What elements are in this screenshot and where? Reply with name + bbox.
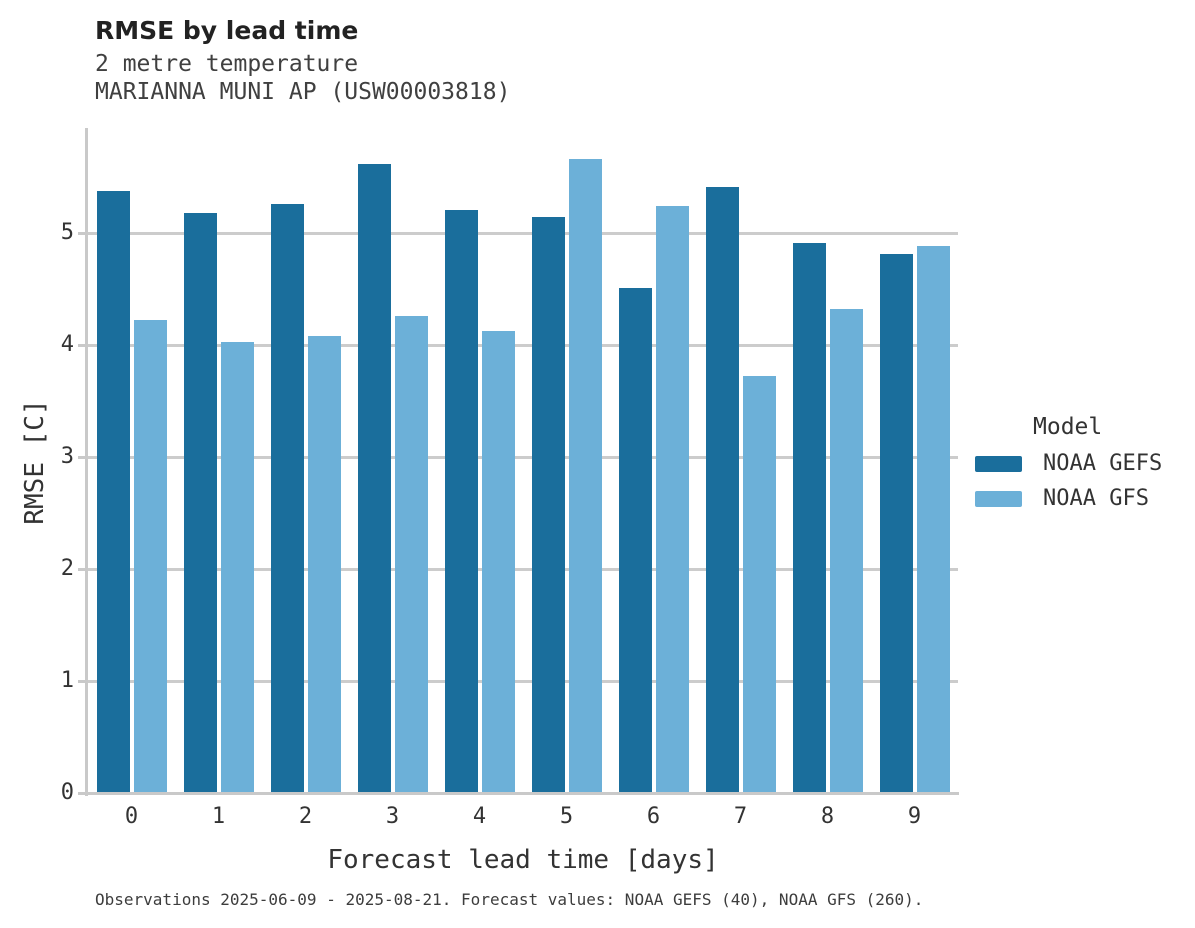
y-tick-label: 3 — [60, 444, 74, 470]
bar-noaa-gfs-lead-5 — [568, 159, 602, 792]
legend: Model NOAA GEFS NOAA GFS — [975, 414, 1185, 522]
y-axis-tick — [78, 232, 86, 236]
y-axis-tick — [78, 680, 86, 684]
x-tick-label: 4 — [472, 804, 487, 829]
legend-entry-noaa-gefs: NOAA GEFS — [975, 452, 1185, 476]
bar-noaa-gfs-lead-2 — [307, 336, 341, 792]
y-tick-label: 2 — [60, 556, 74, 582]
bar-noaa-gfs-lead-7 — [742, 376, 776, 792]
bar-noaa-gfs-lead-1 — [220, 342, 254, 792]
y-tick-label: 1 — [60, 668, 74, 694]
y-axis-tick — [78, 792, 86, 795]
bar-noaa-gefs-lead-2 — [270, 204, 304, 792]
y-axis-tick — [78, 344, 86, 348]
y-axis-tick — [78, 568, 86, 572]
bar-noaa-gfs-lead-4 — [481, 331, 515, 792]
legend-label: NOAA GEFS — [1043, 451, 1163, 476]
bar-noaa-gfs-lead-6 — [655, 206, 689, 792]
y-tick-label: 4 — [60, 332, 74, 358]
bar-noaa-gefs-lead-1 — [183, 213, 217, 792]
x-tick-label: 3 — [385, 804, 400, 829]
plot-area: 0 1 2 3 4 5 6 7 8 9 0 1 2 3 4 5 — [61, 128, 959, 828]
x-tick-label: 5 — [559, 804, 574, 829]
bar-noaa-gefs-lead-5 — [531, 217, 565, 792]
y-tick-label: 0 — [60, 780, 74, 805]
y-axis-line — [85, 128, 88, 796]
y-axis-title: RMSE [C] — [20, 399, 50, 525]
y-tick-label: 5 — [60, 220, 74, 246]
x-tick-label: 7 — [733, 804, 748, 829]
bar-noaa-gefs-lead-4 — [444, 210, 478, 792]
bar-noaa-gefs-lead-3 — [357, 164, 391, 792]
chart-subtitle-station: MARIANNA MUNI AP (USW00003818) — [95, 79, 511, 105]
legend-title: Model — [1033, 414, 1103, 440]
x-tick-label: 2 — [298, 804, 313, 829]
bar-noaa-gefs-lead-8 — [792, 243, 826, 792]
bar-noaa-gfs-lead-0 — [133, 320, 167, 792]
y-gridline — [88, 568, 958, 572]
x-tick-label: 9 — [907, 804, 922, 829]
bar-noaa-gefs-lead-7 — [705, 187, 739, 792]
chart-subtitle-variable: 2 metre temperature — [95, 51, 359, 77]
y-gridline — [88, 344, 958, 348]
x-axis-title: Forecast lead time [days] — [327, 845, 719, 875]
bar-noaa-gefs-lead-0 — [96, 191, 130, 792]
bar-noaa-gefs-lead-6 — [618, 288, 652, 792]
y-gridline — [88, 680, 958, 684]
legend-swatch-icon — [975, 491, 1022, 507]
bar-noaa-gfs-lead-9 — [916, 246, 950, 792]
legend-entry-noaa-gfs: NOAA GFS — [975, 487, 1185, 511]
legend-swatch-icon — [975, 456, 1022, 472]
x-tick-label: 6 — [646, 804, 661, 829]
bar-noaa-gfs-lead-8 — [829, 309, 863, 792]
y-gridline — [88, 232, 958, 236]
x-tick-label: 0 — [124, 804, 139, 829]
x-axis-line — [85, 792, 959, 795]
chart-caption: Observations 2025-06-09 - 2025-08-21. Fo… — [95, 890, 924, 909]
x-tick-label: 8 — [820, 804, 835, 829]
legend-label: NOAA GFS — [1043, 486, 1149, 511]
x-tick-label: 1 — [211, 804, 226, 829]
bar-noaa-gefs-lead-9 — [879, 254, 913, 792]
y-gridline — [88, 456, 958, 460]
legend-entries: NOAA GEFS NOAA GFS — [975, 452, 1185, 511]
y-axis-tick — [78, 456, 86, 460]
chart-title: RMSE by lead time — [95, 16, 359, 45]
bar-noaa-gfs-lead-3 — [394, 316, 428, 792]
